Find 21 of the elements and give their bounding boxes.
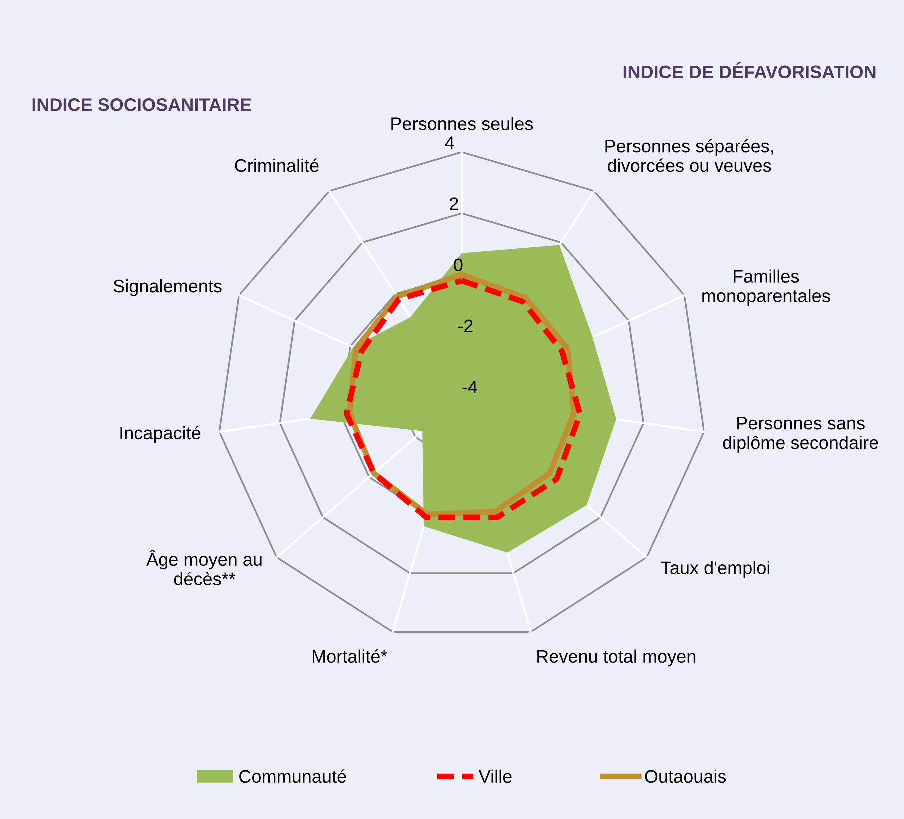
- y-tick-label: 0: [454, 258, 463, 272]
- spoke-label: Personnes séparées, divorcées ou veuves: [606, 139, 774, 172]
- y-tick-label: 4: [445, 136, 454, 150]
- spoke-label: Taux d'emploi: [661, 561, 770, 578]
- spoke-label: Personnes seules: [392, 117, 534, 130]
- text: INDICE DE DÉFAVORISATION: [624, 62, 876, 79]
- spoke-label: Mortalité*: [313, 650, 388, 664]
- spoke-label: Signalements: [114, 279, 222, 296]
- spoke-label: Incapacité: [120, 426, 201, 444]
- spoke-label: Familles monoparentales: [702, 270, 830, 306]
- spoke-label: Personnes sans diplôme secondaire: [723, 417, 878, 453]
- legend-label: Ville: [478, 770, 512, 784]
- y-tick-label: -4: [462, 381, 478, 394]
- spoke-label: Revenu total moyen: [538, 650, 696, 667]
- y-tick-label: -2: [458, 320, 473, 332]
- y-tick-label: 2: [450, 198, 458, 210]
- spoke-label: Âge moyen au décès**: [146, 550, 262, 586]
- legend-label: Outaouais: [645, 770, 726, 784]
- legend-label: Communauté: [240, 770, 346, 784]
- text: INDICE SOCIOSANITAIRE: [32, 98, 252, 112]
- spoke-label: Criminalité: [235, 158, 319, 172]
